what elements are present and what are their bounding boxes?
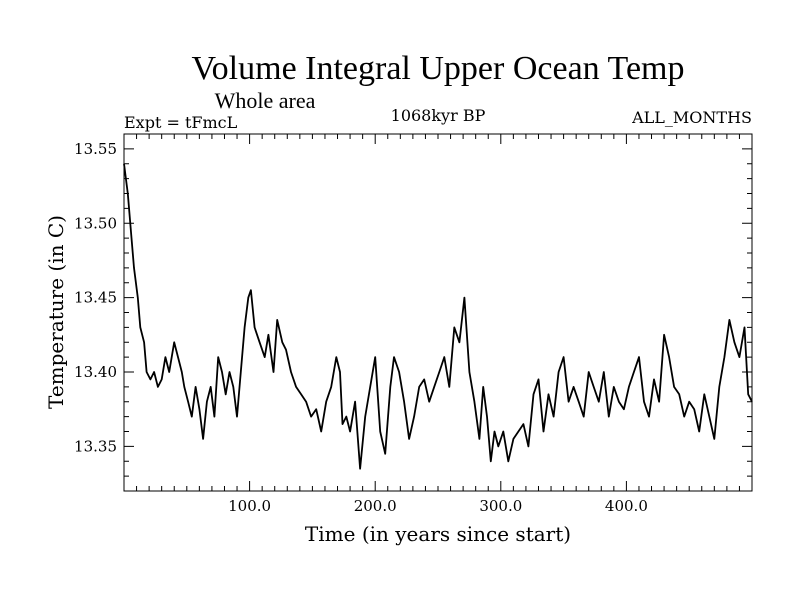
y-tick-label: 13.55 bbox=[74, 140, 117, 158]
plot-frame bbox=[123, 133, 753, 492]
x-tick-label: 300.0 bbox=[479, 497, 522, 515]
months-label: ALL_MONTHS bbox=[631, 108, 752, 127]
experiment-label: Expt = tFmcL bbox=[124, 113, 238, 132]
x-axis-label: Time (in years since start) bbox=[305, 522, 571, 546]
x-tick-label: 100.0 bbox=[228, 497, 271, 515]
y-tick-label: 13.50 bbox=[74, 214, 117, 232]
series-group bbox=[123, 163, 753, 470]
y-tick-label: 13.35 bbox=[74, 437, 117, 455]
series-line bbox=[123, 163, 753, 470]
period-label: 1068kyr BP bbox=[391, 106, 486, 125]
y-tick-label: 13.45 bbox=[74, 289, 117, 307]
x-tick-label: 200.0 bbox=[354, 497, 397, 515]
y-tick-label: 13.40 bbox=[74, 363, 117, 381]
x-tick-label: 400.0 bbox=[605, 497, 648, 515]
tick-group: 100.0 200.0 300.0 400.0 13.35 13.40 13.45 13.50… bbox=[74, 133, 752, 515]
y-axis-label: Temperature (in C) bbox=[44, 215, 68, 409]
chart-subtitle: Whole area bbox=[215, 88, 316, 113]
chart-title: Volume Integral Upper Ocean Temp bbox=[192, 50, 685, 87]
